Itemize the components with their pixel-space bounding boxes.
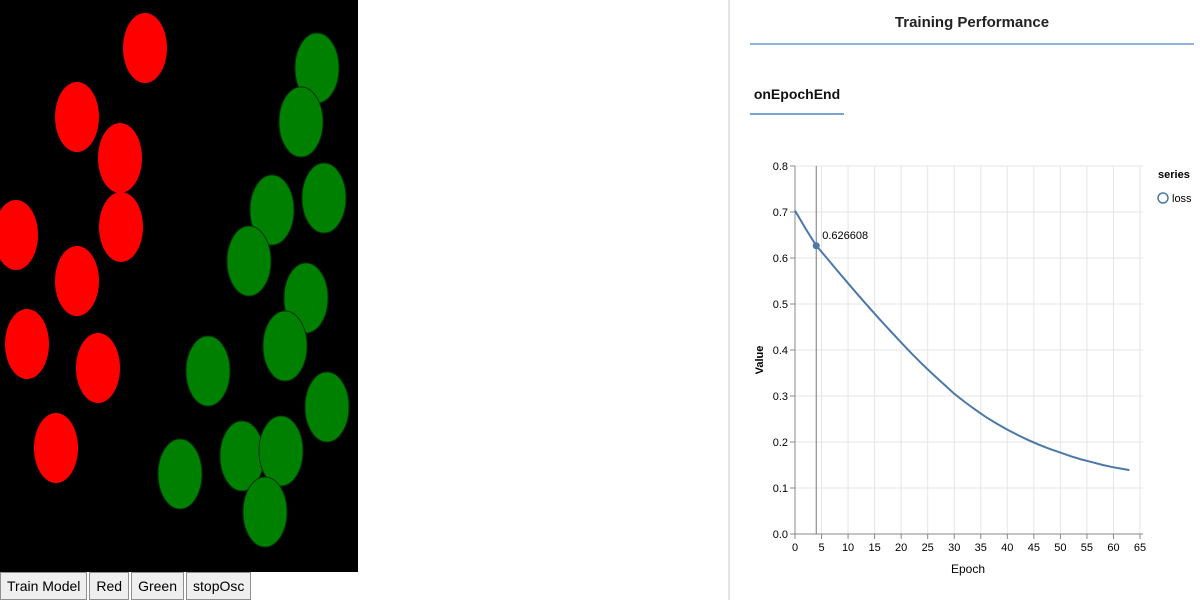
- y-tick-label: 0.6: [773, 253, 788, 265]
- green-dot: [262, 310, 308, 382]
- x-tick-label: 50: [1054, 542, 1066, 554]
- green-dot: [157, 438, 203, 510]
- green-dot: [278, 86, 324, 158]
- green-dot: [242, 476, 288, 548]
- y-axis-label: Value: [754, 346, 766, 375]
- y-tick-label: 0.3: [773, 391, 788, 403]
- classification-canvas[interactable]: [0, 0, 358, 572]
- legend-symbol: [1157, 192, 1169, 204]
- green-dot: [226, 225, 272, 297]
- red-dot: [76, 333, 120, 403]
- panel-title-divider: [750, 43, 1194, 45]
- x-tick-label: 65: [1134, 542, 1146, 554]
- red-dot: [0, 200, 38, 270]
- red-dot: [98, 123, 142, 193]
- red-dot: [55, 82, 99, 152]
- y-tick-label: 0.1: [773, 483, 788, 495]
- x-tick-label: 45: [1028, 542, 1040, 554]
- green-dot: [185, 335, 231, 407]
- x-tick-label: 35: [975, 542, 987, 554]
- red-dot: [55, 246, 99, 316]
- hover-value-label: 0.626608: [822, 230, 868, 242]
- hover-point: [812, 242, 820, 250]
- x-tick-label: 20: [895, 542, 907, 554]
- x-tick-label: 0: [792, 542, 798, 554]
- x-tick-label: 60: [1107, 542, 1119, 554]
- y-tick-label: 0.8: [773, 161, 788, 173]
- legend-title: series: [1158, 169, 1190, 181]
- x-tick-label: 10: [842, 542, 854, 554]
- red-dot: [99, 192, 143, 262]
- legend-label: loss: [1172, 193, 1192, 205]
- green-dot: [304, 371, 350, 443]
- loss-chart: 0 5 10 15 20 25 30 35 40 45 50 55 60 65 0.0 0.1 0.2 0.3 0.…: [754, 161, 1192, 576]
- y-tick-label: 0.7: [773, 207, 788, 219]
- y-tick-label: 0.2: [773, 437, 788, 449]
- x-tick-label: 30: [948, 542, 960, 554]
- panel-title: Training Performance: [894, 14, 1050, 31]
- button-bar: Train Model Red Green stopOsc: [0, 572, 253, 600]
- red-dot: [34, 413, 78, 483]
- x-axis-label: Epoch: [951, 562, 985, 576]
- y-tick-label: 0.4: [773, 345, 788, 357]
- series-line-loss: [794, 210, 1130, 472]
- x-tick-label: 5: [818, 542, 824, 554]
- green-button[interactable]: Green: [131, 572, 185, 600]
- visor-panel: Training Performance onEpochEnd 0 5 10 15 20…: [728, 0, 1200, 600]
- green-dot: [249, 174, 295, 246]
- y-tick-label: 0.5: [773, 299, 788, 311]
- red-dot: [5, 309, 49, 379]
- red-button[interactable]: Red: [89, 572, 130, 600]
- green-dot: [258, 415, 304, 487]
- x-tick-label: 55: [1081, 542, 1093, 554]
- stop-osc-button[interactable]: stopOsc: [186, 572, 252, 600]
- x-tick-label: 25: [922, 542, 934, 554]
- y-tick-label: 0.0: [773, 529, 788, 541]
- x-tick-label: 40: [1001, 542, 1013, 554]
- dot-plane: [0, 13, 350, 548]
- tab-on-epoch-end[interactable]: onEpochEnd: [753, 86, 841, 102]
- red-dot: [123, 13, 167, 83]
- train-model-button[interactable]: Train Model: [0, 572, 88, 600]
- tab-underline: [750, 113, 844, 115]
- x-tick-label: 15: [868, 542, 880, 554]
- green-dot: [301, 162, 347, 234]
